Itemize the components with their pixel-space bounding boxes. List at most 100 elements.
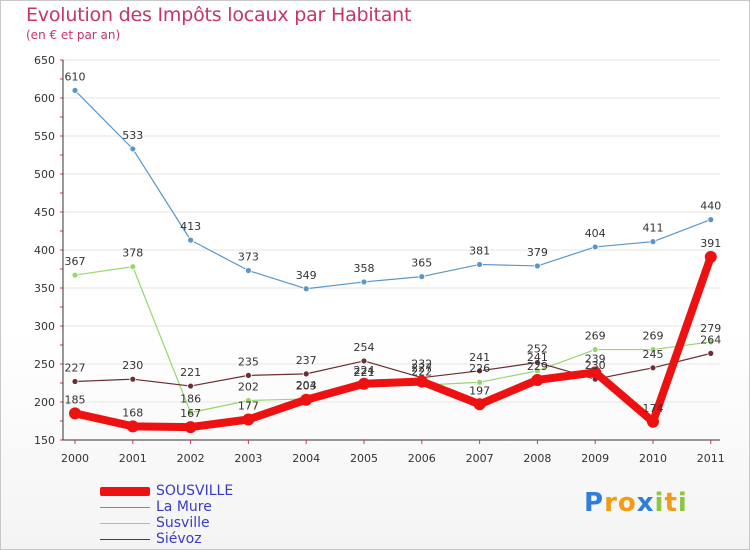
x-tick-label: 2000 [61, 452, 89, 465]
data-point-la-mure [649, 238, 657, 246]
data-label-la-mure: 349 [296, 269, 317, 282]
data-label-la-mure: 365 [411, 257, 432, 270]
data-label-la-mure: 373 [238, 251, 259, 264]
data-point-sousville [242, 413, 255, 426]
data-label-si-voz: 232 [411, 358, 432, 371]
data-label-si-voz: 245 [643, 348, 664, 361]
x-tick-label: 2005 [350, 452, 378, 465]
data-point-la-mure [187, 236, 195, 244]
data-label-la-mure: 379 [527, 246, 548, 259]
data-label-la-mure: 440 [700, 200, 721, 213]
data-label-susville: 222 [411, 365, 432, 378]
y-tick-label: 500 [34, 168, 55, 181]
data-point-si-voz [302, 370, 310, 378]
data-point-sousville [704, 250, 717, 263]
data-point-si-voz [129, 375, 137, 383]
series-line-sousville [71, 252, 715, 432]
data-point-sousville [589, 366, 602, 379]
data-point-si-voz [649, 364, 657, 372]
y-tick-label: 150 [34, 434, 55, 447]
data-point-sousville [531, 373, 544, 386]
data-label-sousville: 197 [469, 384, 490, 397]
data-point-la-mure [244, 267, 252, 274]
data-point-susville [244, 397, 252, 404]
x-tick-label: 2008 [523, 452, 551, 465]
data-point-la-mure [418, 273, 426, 281]
logo-letter: t [664, 488, 678, 518]
x-tick-label: 2010 [639, 452, 667, 465]
data-point-si-voz [187, 382, 195, 390]
data-label-sousville: 177 [238, 399, 259, 412]
data-point-la-mure [591, 243, 599, 251]
data-label-si-voz: 241 [469, 351, 490, 364]
data-point-susville [129, 263, 137, 271]
data-label-susville: 378 [122, 247, 143, 260]
chart-title: Evolution des Impôts locaux par Habitant [26, 4, 412, 26]
data-point-si-voz [71, 378, 79, 385]
chart-subtitle: (en € et par an) [26, 28, 121, 42]
data-point-sousville [473, 398, 486, 411]
data-label-si-voz: 221 [180, 366, 201, 379]
data-label-susville: 204 [296, 379, 317, 392]
data-label-sousville: 168 [122, 406, 143, 419]
y-tick-label: 600 [34, 92, 55, 105]
data-label-susville: 186 [180, 393, 201, 406]
data-label-sousville: 185 [65, 393, 86, 406]
data-point-si-voz [534, 359, 541, 366]
x-tick-label: 2006 [408, 452, 436, 465]
data-label-la-mure: 411 [643, 222, 664, 235]
data-label-si-voz: 227 [65, 361, 86, 374]
data-label-sousville: 391 [700, 237, 721, 250]
data-label-sousville: 229 [527, 360, 548, 373]
data-point-la-mure [707, 216, 715, 224]
data-label-susville: 241 [527, 351, 548, 364]
x-tick-label: 2009 [581, 452, 609, 465]
data-point-la-mure [476, 261, 484, 268]
logo-letter: P [584, 488, 605, 518]
legend-label-la-mure: La Mure [156, 499, 212, 515]
data-point-la-mure [302, 285, 310, 293]
data-label-si-voz: 235 [238, 355, 259, 368]
data-point-si-voz [244, 371, 252, 379]
proxiti-logo: Proxiti [584, 488, 688, 518]
legend-swatch-sousville [100, 487, 150, 496]
data-label-susville: 221 [354, 366, 375, 379]
data-point-sousville [184, 421, 197, 434]
data-label-sousville: 227 [411, 361, 432, 374]
data-label-si-voz: 264 [700, 333, 721, 346]
data-point-la-mure [534, 262, 541, 270]
legend-label-susville: Susville [156, 515, 210, 531]
logo-letter: x [636, 488, 655, 518]
logo-letter: r [604, 488, 618, 518]
data-point-la-mure [360, 278, 368, 286]
data-label-la-mure: 413 [180, 220, 201, 233]
series-line-la-mure [74, 89, 712, 290]
data-point-susville [187, 409, 195, 417]
data-label-susville: 226 [469, 362, 490, 375]
data-label-si-voz: 230 [585, 359, 606, 372]
data-point-si-voz [707, 349, 715, 357]
y-tick-label: 550 [34, 130, 55, 143]
data-point-susville [71, 271, 79, 279]
x-tick-label: 2002 [177, 452, 205, 465]
data-point-la-mure [71, 87, 79, 94]
y-tick-label: 450 [34, 206, 55, 219]
data-label-si-voz: 252 [527, 342, 548, 355]
logo-letter: o [617, 488, 637, 518]
data-label-sousville: 224 [354, 364, 375, 377]
legend-swatch-susville [100, 523, 150, 524]
data-point-susville [707, 338, 715, 346]
logo-letter: i [654, 488, 665, 518]
y-tick-label: 650 [34, 54, 55, 67]
legend-swatch-sievoz [100, 539, 150, 540]
data-point-si-voz [476, 367, 484, 375]
data-label-la-mure: 358 [354, 262, 375, 275]
data-label-la-mure: 404 [585, 227, 606, 240]
x-tick-label: 2011 [697, 452, 725, 465]
legend-label-sievoz: Siévoz [156, 531, 202, 547]
data-label-si-voz: 254 [354, 341, 375, 354]
x-tick-label: 2003 [234, 452, 262, 465]
data-point-sousville [358, 377, 370, 390]
logo-letter: i [677, 488, 688, 518]
